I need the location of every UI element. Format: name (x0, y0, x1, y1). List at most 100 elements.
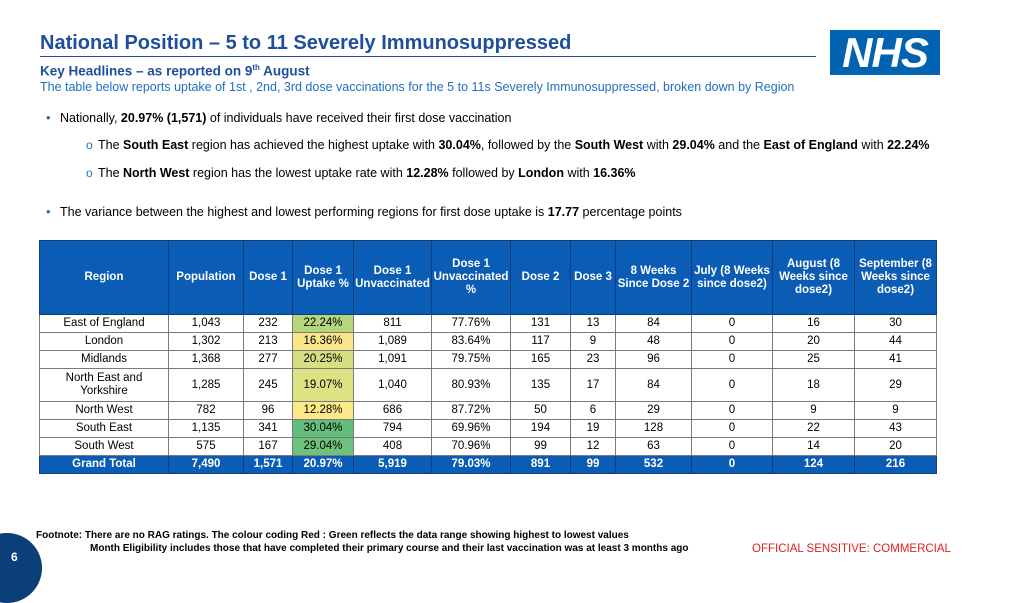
table-cell: 50 (510, 401, 571, 420)
total-cell: 79.03% (431, 455, 511, 474)
table-cell: 1,302 (168, 332, 244, 351)
table-cell: 30 (854, 314, 937, 333)
table-cell: 16 (772, 314, 855, 333)
region-cell: South West (39, 437, 169, 456)
table-cell: 213 (243, 332, 293, 351)
key-headlines-heading: Key Headlines – as reported on 9th Augus… (40, 63, 310, 79)
table-cell: 29 (854, 368, 937, 402)
table-cell: 30.04% (292, 419, 354, 438)
table-row: Midlands 1,368 277 20.25% 1,091 79.75% 165 23 96… (39, 350, 937, 369)
table-cell: 0 (691, 401, 773, 420)
table-row: North East and Yorkshire 1,285 245 19.07% 1,… (39, 368, 937, 402)
region-cell: North West (39, 401, 169, 420)
table-cell: 84 (615, 368, 692, 402)
table-cell: 1,040 (353, 368, 432, 402)
headline-sup: th (252, 63, 260, 72)
region-cell: South East (39, 419, 169, 438)
table-cell: 13 (570, 314, 616, 333)
table-cell: 19 (570, 419, 616, 438)
col-header-8weeks: 8 Weeks Since Dose 2 (615, 240, 692, 315)
table-cell: 0 (691, 314, 773, 333)
col-header-population: Population (168, 240, 244, 315)
total-cell: 99 (570, 455, 616, 474)
table-cell: 782 (168, 401, 244, 420)
table-cell: 408 (353, 437, 432, 456)
table-header-row: Region Population Dose 1 Dose 1 Uptake %… (39, 240, 937, 315)
bullet-highest-uptake: o The South East region has achieved the … (86, 138, 930, 152)
table-cell: 20 (854, 437, 937, 456)
table-cell: 44 (854, 332, 937, 351)
region-cell: East of England (39, 314, 169, 333)
table-cell: 194 (510, 419, 571, 438)
table-cell: 84 (615, 314, 692, 333)
table-cell: 117 (510, 332, 571, 351)
table-cell: 811 (353, 314, 432, 333)
table-cell: 1,091 (353, 350, 432, 369)
table-cell: 20.25% (292, 350, 354, 369)
headline-tail: August (259, 63, 310, 79)
table-cell: 29.04% (292, 437, 354, 456)
col-header-july: July (8 Weeks since dose2) (691, 240, 773, 315)
total-cell: 7,490 (168, 455, 244, 474)
table-cell: 80.93% (431, 368, 511, 402)
total-cell: 5,919 (353, 455, 432, 474)
nhs-logo: NHS (830, 30, 940, 75)
table-cell: 794 (353, 419, 432, 438)
table-cell: 87.72% (431, 401, 511, 420)
col-header-august: August (8 Weeks since dose2) (772, 240, 855, 315)
table-cell: 6 (570, 401, 616, 420)
table-row: South East 1,135 341 30.04% 794 69.96% 194 19 12… (39, 419, 937, 438)
total-cell: 124 (772, 455, 855, 474)
total-cell: 1,571 (243, 455, 293, 474)
total-cell: 532 (615, 455, 692, 474)
table-cell: 25 (772, 350, 855, 369)
col-header-september: September (8 Weeks since dose2) (854, 240, 937, 315)
table-cell: 245 (243, 368, 293, 402)
table-cell: 0 (691, 350, 773, 369)
table-cell: 41 (854, 350, 937, 369)
table-row: North West 782 96 12.28% 686 87.72% 50 6 29 0 9 9 (39, 401, 937, 420)
table-cell: 1,285 (168, 368, 244, 402)
table-cell: 22.24% (292, 314, 354, 333)
table-cell: 686 (353, 401, 432, 420)
table-row: South West 575 167 29.04% 408 70.96% 99 12 63 0 14… (39, 437, 937, 456)
page-title: National Position – 5 to 11 Severely Imm… (40, 32, 816, 57)
table-cell: 23 (570, 350, 616, 369)
table-cell: 0 (691, 419, 773, 438)
table-cell: 69.96% (431, 419, 511, 438)
table-cell: 9 (570, 332, 616, 351)
total-cell: 20.97% (292, 455, 354, 474)
table-cell: 575 (168, 437, 244, 456)
footnote-line-1: Footnote: There are no RAG ratings. The … (36, 530, 629, 541)
bullet-national: • Nationally, 20.97% (1,571) of individua… (46, 110, 512, 125)
table-cell: 22 (772, 419, 855, 438)
table-cell: 20 (772, 332, 855, 351)
region-cell: London (39, 332, 169, 351)
grand-total-row: Grand Total 7,490 1,571 20.97% 5,919 79.03% 89… (39, 455, 937, 474)
total-cell: 216 (854, 455, 937, 474)
col-header-region: Region (39, 240, 169, 315)
table-cell: 77.76% (431, 314, 511, 333)
table-cell: 131 (510, 314, 571, 333)
region-cell: Midlands (39, 350, 169, 369)
headline-text: Key Headlines – as reported on 9 (40, 63, 253, 79)
table-cell: 96 (243, 401, 293, 420)
table-cell: 43 (854, 419, 937, 438)
table-cell: 96 (615, 350, 692, 369)
table-cell: 0 (691, 368, 773, 402)
col-header-dose1: Dose 1 (243, 240, 293, 315)
sub-bullet-circle-icon: o (86, 166, 93, 180)
table-cell: 9 (772, 401, 855, 420)
table-cell: 12.28% (292, 401, 354, 420)
table-cell: 48 (615, 332, 692, 351)
page-number-badge (0, 533, 42, 603)
table-cell: 0 (691, 437, 773, 456)
table-cell: 14 (772, 437, 855, 456)
table-cell: 70.96% (431, 437, 511, 456)
table-cell: 277 (243, 350, 293, 369)
table-cell: 18 (772, 368, 855, 402)
table-cell: 19.07% (292, 368, 354, 402)
regional-uptake-table: Region Population Dose 1 Dose 1 Uptake %… (39, 240, 937, 474)
sub-bullet-circle-icon: o (86, 138, 93, 152)
table-cell: 99 (510, 437, 571, 456)
